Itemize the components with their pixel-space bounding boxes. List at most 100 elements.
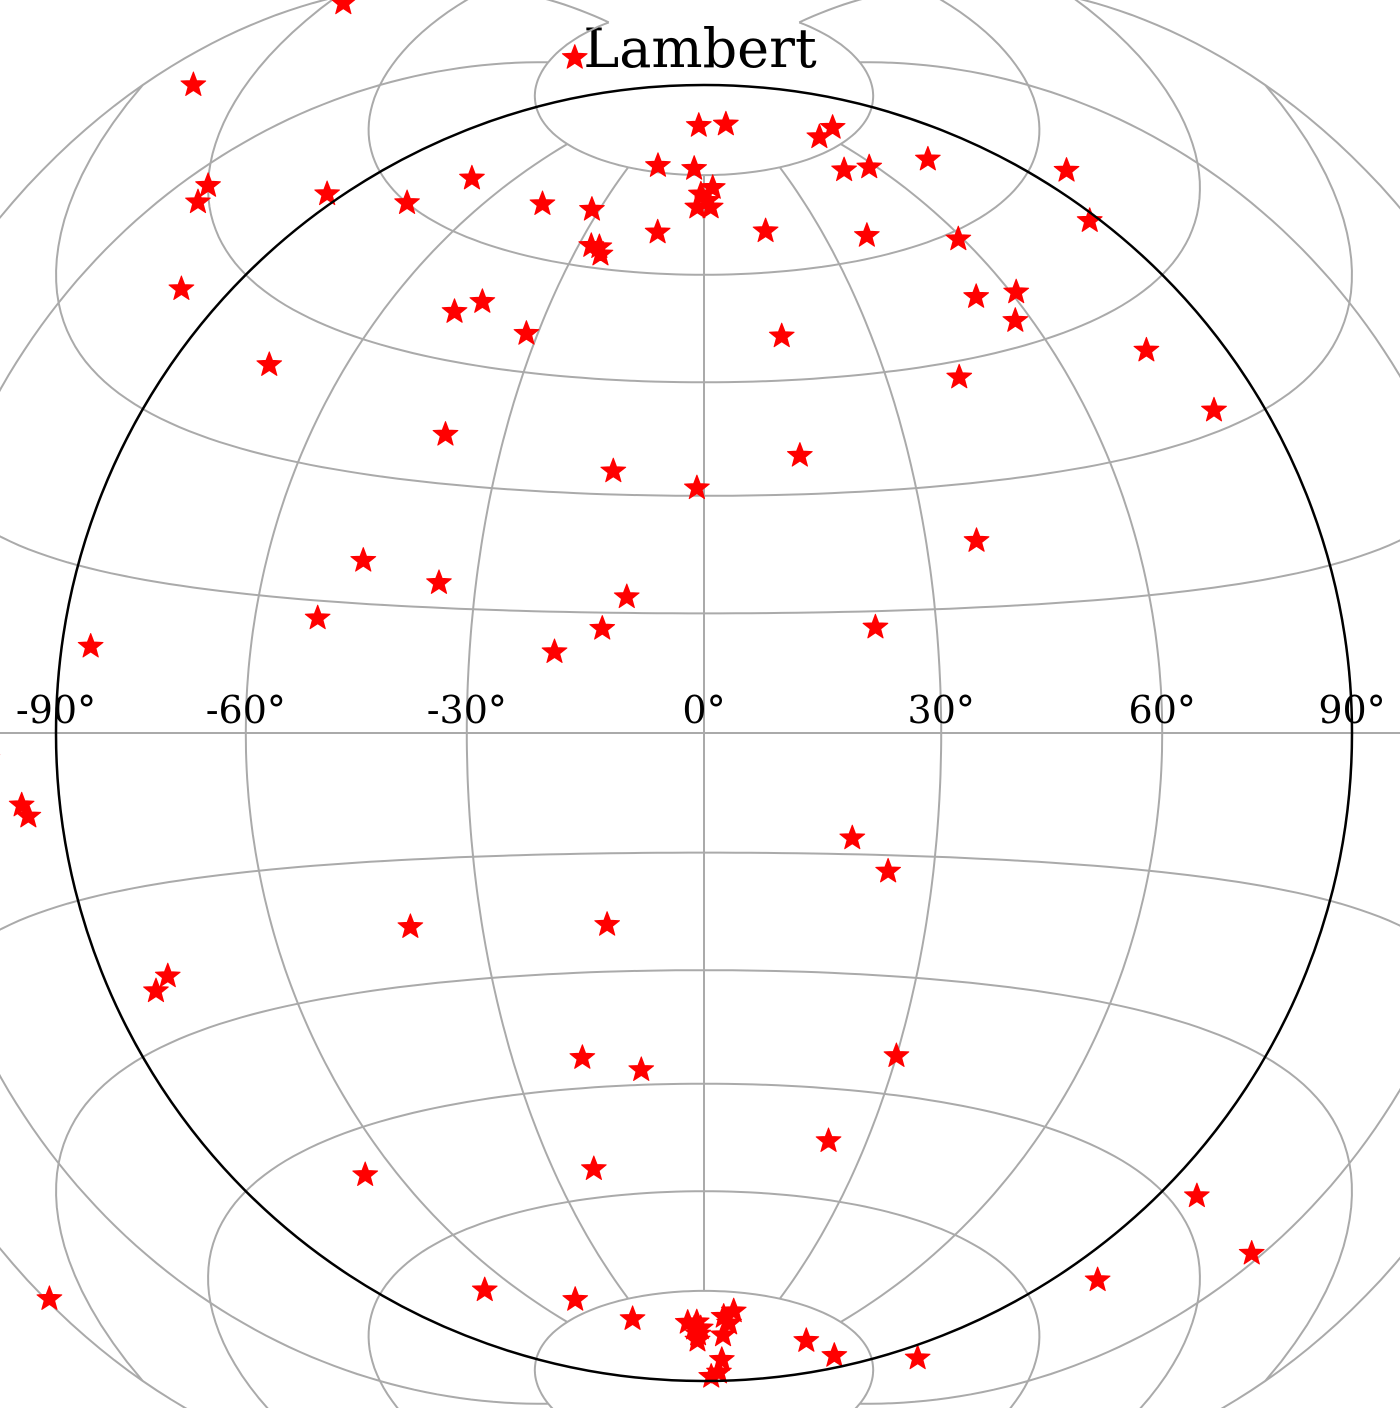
data-point-star: [397, 913, 424, 938]
data-point-star: [1201, 396, 1227, 422]
data-point-star: [963, 283, 989, 308]
lon-tick-label: -60°: [206, 688, 286, 732]
data-point-star: [685, 112, 712, 137]
data-point-star: [432, 421, 459, 446]
meridian-line: [244, 143, 568, 1323]
data-point-star: [768, 322, 795, 348]
data-point-star: [1053, 157, 1080, 182]
data-point-star: [1184, 1182, 1210, 1208]
lon-tick-label: 0°: [682, 688, 725, 732]
data-point-star: [581, 1155, 607, 1180]
data-point-star: [883, 1042, 910, 1067]
data-point-star: [77, 633, 104, 658]
data-point-star: [713, 110, 739, 136]
data-point-star: [441, 298, 468, 323]
data-point-star: [697, 193, 724, 219]
data-point-star: [710, 1321, 736, 1347]
data-point-star: [915, 145, 941, 171]
data-point-star: [856, 153, 883, 179]
data-point-star: [904, 1344, 931, 1370]
parallel-line: [0, 851, 1400, 931]
data-point-star: [699, 174, 726, 199]
lon-tick-label: 30°: [908, 688, 975, 732]
data-point-star: [787, 442, 813, 467]
data-point-star: [185, 188, 211, 214]
data-point-star: [350, 547, 377, 572]
data-point-star: [36, 1285, 63, 1310]
data-point-star: [8, 791, 35, 817]
data-point-star: [589, 615, 616, 640]
data-point-star: [862, 613, 889, 639]
data-point-star: [645, 152, 671, 177]
data-point-star: [619, 1305, 646, 1330]
data-point-star: [681, 155, 707, 180]
data-point-star: [579, 196, 605, 221]
lon-tick-label: -30°: [427, 688, 507, 732]
data-point-star: [684, 474, 710, 500]
data-point-star: [471, 1276, 498, 1302]
data-point-star: [529, 190, 556, 215]
data-point-star: [304, 604, 331, 630]
data-point-star: [1238, 1240, 1265, 1265]
data-point-star: [541, 638, 568, 663]
lon-tick-label: 60°: [1129, 688, 1196, 732]
meridian-line: [840, 143, 1164, 1323]
data-point-star: [613, 583, 640, 609]
data-point-star: [154, 962, 181, 988]
data-point-star: [314, 180, 340, 206]
data-point-star: [709, 1346, 735, 1371]
data-point-star: [628, 1056, 655, 1081]
data-point-star: [1002, 307, 1029, 332]
data-point-star: [587, 240, 614, 266]
data-point-star: [819, 114, 846, 139]
data-point-star: [569, 1044, 596, 1069]
data-point-star: [821, 1342, 848, 1367]
data-point-star: [815, 1127, 842, 1152]
data-point-star: [793, 1327, 820, 1352]
data-point-star: [1133, 336, 1160, 362]
data-point-star: [180, 71, 207, 96]
data-point-star: [256, 351, 283, 376]
data-point-star: [143, 977, 169, 1003]
data-point-star: [752, 217, 779, 243]
data-point-star: [1084, 1266, 1111, 1292]
data-point-star: [195, 172, 221, 197]
data-point-star: [963, 527, 990, 552]
data-point-star: [561, 44, 588, 69]
data-point-star: [394, 189, 420, 214]
data-point-star: [839, 824, 866, 850]
map-boundary: [54, 83, 1354, 1383]
meridian-line: [778, 166, 943, 1300]
data-point-star: [875, 857, 901, 883]
parallel-line: [0, 535, 1400, 615]
data-point-star: [562, 1286, 589, 1311]
meridian-line: [465, 166, 630, 1300]
data-point-star: [331, 0, 356, 15]
meridian-line: [0, 61, 549, 1405]
chart-title: Lambert: [583, 17, 817, 80]
meridian-line: [859, 61, 1400, 1405]
data-point-star: [1076, 207, 1103, 232]
data-point-star: [854, 222, 880, 247]
data-point-star: [15, 802, 42, 828]
data-point-star: [684, 1326, 711, 1352]
data-point-star: [352, 1161, 379, 1186]
data-point-star: [720, 1297, 747, 1323]
data-point-star: [946, 363, 973, 389]
longitude-labels: -150°-120°-90°-60°-30°0°30°60°90°120°150…: [16, 688, 1386, 732]
data-point-star: [716, 1309, 742, 1335]
data-point-star: [600, 457, 627, 483]
data-point-star: [426, 569, 452, 594]
data-point-star: [831, 156, 857, 182]
data-point-star: [644, 218, 671, 244]
data-point-star: [1003, 278, 1030, 304]
data-point-star: [459, 164, 485, 190]
data-point-star: [168, 275, 195, 300]
meridian-line: [798, 0, 1400, 1408]
data-point-star: [945, 225, 972, 251]
data-point-star: [594, 911, 620, 936]
data-point-star: [513, 320, 540, 345]
data-point-star: [469, 288, 496, 313]
